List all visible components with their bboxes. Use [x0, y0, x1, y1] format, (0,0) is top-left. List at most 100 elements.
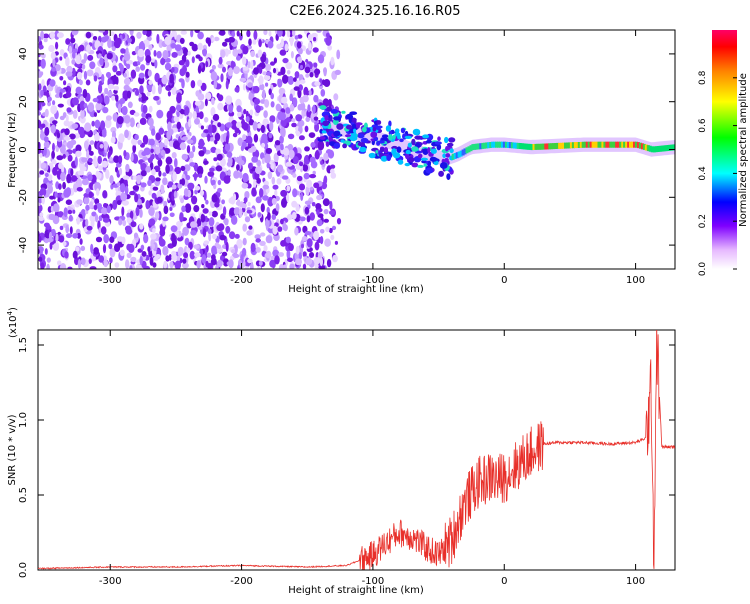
speckle-cell [194, 185, 201, 191]
ridge-core-cell [526, 143, 530, 150]
speckle-cell [104, 34, 109, 42]
speckle-cell [330, 56, 335, 66]
speckle-cell [230, 119, 238, 130]
speckle-cell [202, 48, 207, 57]
speckle-cell [94, 131, 100, 142]
speckle-cell [289, 103, 295, 112]
ridge-core-cell [597, 141, 601, 148]
speckle-cell [137, 48, 145, 58]
speckle-cell [235, 121, 242, 129]
ridge-core-cell [516, 142, 520, 149]
ridge-core-cell [638, 142, 642, 149]
speckle-cell [249, 109, 254, 116]
speckle-cell [232, 48, 239, 57]
speckle-cell [200, 125, 204, 130]
speckle-cell [130, 153, 134, 162]
speckle-cell [323, 152, 329, 161]
speckle-cell [81, 178, 89, 186]
speckle-cell [38, 101, 41, 111]
speckle-cell [226, 151, 233, 158]
speckle-cell [280, 143, 284, 151]
speckle-cell [48, 213, 56, 221]
speckle-cell [295, 258, 302, 266]
ridge-core-cell [544, 143, 548, 150]
speckle-cell [43, 136, 49, 143]
speckle-cell [206, 252, 212, 258]
speckle-cell [316, 30, 322, 33]
ridge-core-cell [640, 143, 644, 150]
ridge-core-cell [542, 143, 546, 150]
speckle-cell [251, 156, 259, 163]
ridge-blob [407, 142, 412, 148]
speckle-cell [293, 86, 300, 91]
ridge-blob [438, 170, 444, 177]
speckle-cell [246, 209, 253, 214]
speckle-cell [106, 52, 113, 60]
speckle-cell [162, 216, 169, 222]
speckle-cell [272, 249, 280, 257]
speckle-cell [332, 254, 338, 263]
speckle-cell [196, 260, 201, 269]
speckle-cell [223, 175, 231, 184]
speckle-cell [322, 79, 325, 86]
ridge-core-cell [552, 143, 556, 150]
speckle-cell [39, 170, 45, 175]
speckle-cell [225, 79, 229, 90]
ridge-core-cell [644, 144, 648, 151]
speckle-cell [232, 132, 238, 138]
speckle-cell [233, 207, 240, 216]
speckle-cell [282, 57, 289, 64]
speckle-cell [88, 144, 92, 153]
speckle-cell [211, 193, 218, 203]
speckle-cell [97, 155, 102, 165]
ridge-blob [415, 150, 423, 154]
ridge-blob [394, 128, 400, 134]
speckle-cell [75, 246, 80, 252]
speckle-cell [148, 118, 152, 126]
ridge-core-cell [607, 141, 611, 148]
speckle-cell [247, 148, 255, 153]
speckle-cell [302, 263, 307, 269]
speckle-cell [122, 219, 127, 227]
speckle-cell [239, 201, 244, 208]
speckle-cell [221, 199, 226, 205]
speckle-cell [38, 44, 44, 50]
speckle-cell [255, 238, 261, 243]
speckle-cell [165, 255, 170, 262]
ridge-blob [325, 141, 330, 147]
speckle-cell [38, 235, 42, 243]
speckle-cell [273, 57, 277, 64]
speckle-cell [89, 140, 95, 145]
speckle-cell [256, 177, 262, 184]
speckle-cell [241, 182, 249, 189]
speckle-cell [281, 128, 286, 138]
speckle-cell [99, 57, 104, 66]
speckle-cell [281, 175, 289, 180]
speckle-cell [242, 122, 249, 131]
speckle-cell [280, 66, 286, 76]
speckle-cell [309, 186, 314, 191]
snr-panel: -300 -200 -100 0 100 0.0 0.5 1.0 1.5 Height of … [6, 307, 676, 596]
ridge-core-cell [636, 142, 640, 149]
speckle-cell [142, 156, 148, 161]
speckle-cell [47, 184, 53, 194]
speckle-cell [98, 227, 102, 234]
speckle-cell [88, 258, 92, 265]
speckle-cell [75, 86, 83, 95]
speckle-cell [169, 206, 173, 211]
speckle-cell [201, 204, 205, 209]
speckle-cell [310, 142, 316, 148]
speckle-cell [123, 53, 131, 61]
ridge-blob [422, 134, 430, 139]
ridge-blob [376, 120, 382, 125]
speckle-cell [180, 30, 187, 35]
speckle-cell [293, 156, 299, 165]
speckle-cell [69, 226, 73, 235]
ridge-blob [359, 146, 367, 153]
speckle-cell [213, 79, 218, 89]
speckle-cell [227, 67, 233, 77]
speckle-cell [41, 53, 46, 59]
speckle-cell [242, 237, 247, 246]
speckle-cell [226, 161, 233, 167]
